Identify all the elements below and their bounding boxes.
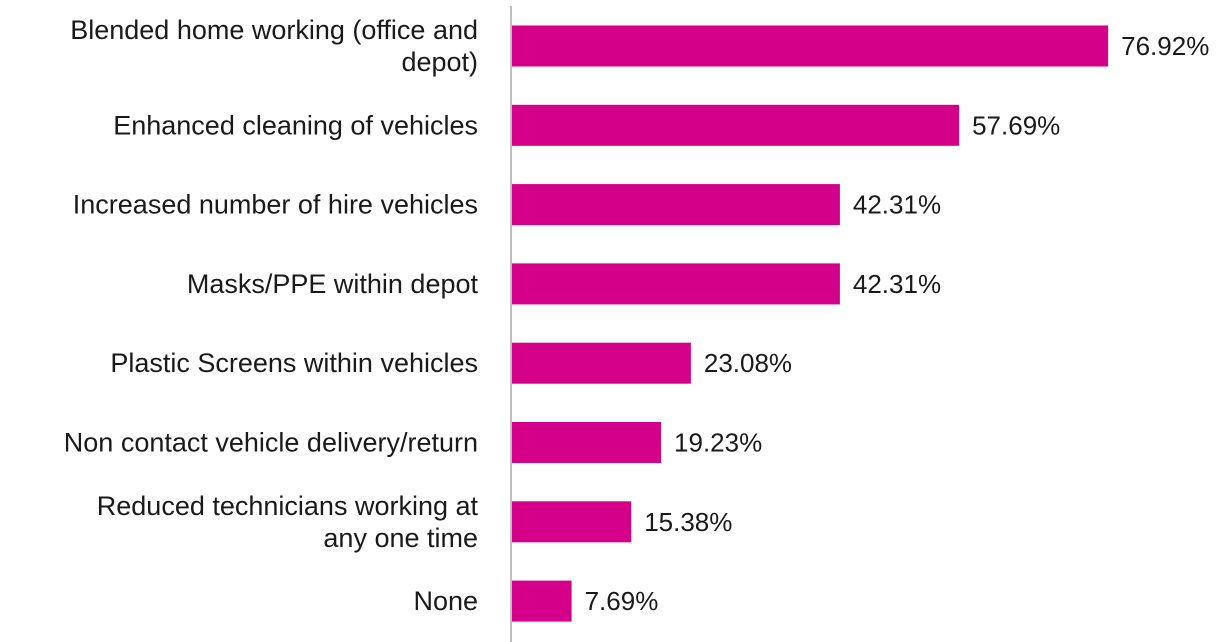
category-label-line: None: [413, 586, 478, 616]
data-label-0: 76.92%: [1121, 31, 1209, 61]
category-label-6: Reduced technicians working at any one ti…: [97, 491, 479, 553]
category-label-line: any one time: [323, 523, 478, 553]
bar-4: [512, 342, 691, 384]
data-label-6: 15.38%: [644, 507, 732, 537]
category-label-2: Increased number of hire vehicles: [73, 190, 478, 220]
category-label-7: None: [413, 586, 478, 616]
data-label-3: 42.31%: [853, 269, 941, 299]
bar-7: [512, 580, 572, 622]
bar-2: [512, 184, 840, 226]
category-label-5: Non contact vehicle delivery/return: [64, 428, 478, 458]
category-label-line: Masks/PPE within depot: [187, 269, 479, 299]
bar-6: [512, 501, 632, 543]
category-label-line: Non contact vehicle delivery/return: [64, 428, 478, 458]
data-label-5: 19.23%: [674, 428, 762, 458]
data-label-4: 23.08%: [704, 348, 792, 378]
category-label-line: Plastic Screens within vehicles: [110, 348, 478, 378]
category-label-line: Blended home working (office and: [70, 15, 478, 45]
category-label-line: Reduced technicians working at: [97, 491, 479, 521]
data-label-1: 57.69%: [972, 110, 1060, 140]
category-label-0: Blended home working (office and depot): [70, 15, 478, 77]
bar-1: [512, 104, 960, 146]
category-label-4: Plastic Screens within vehicles: [110, 348, 478, 378]
category-label-1: Enhanced cleaning of vehicles: [113, 110, 478, 140]
category-label-line: Increased number of hire vehicles: [73, 190, 478, 220]
category-label-line: Enhanced cleaning of vehicles: [113, 110, 478, 140]
bar-5: [512, 422, 662, 463]
bar-3: [512, 263, 840, 305]
category-label-line: depot): [401, 47, 478, 77]
bar-0: [512, 25, 1109, 67]
data-label-2: 42.31%: [853, 190, 941, 220]
data-label-7: 7.69%: [585, 586, 659, 616]
category-label-3: Masks/PPE within depot: [187, 269, 479, 299]
